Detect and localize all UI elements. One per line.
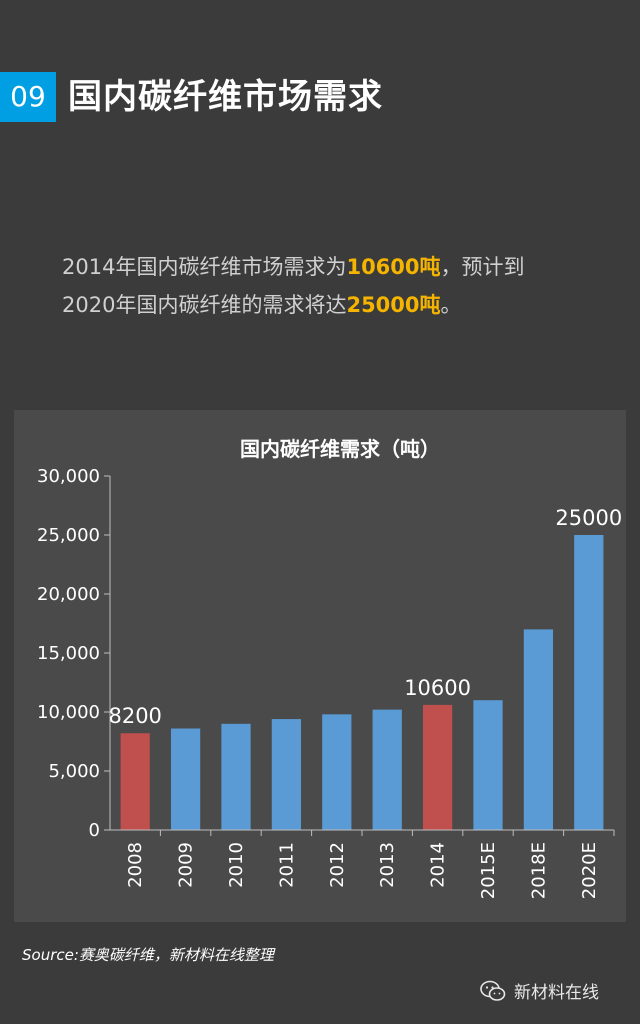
x-axis: 2008 2009 2010 2011 2012 2013 2014 2015E 2018E 20… — [110, 829, 615, 899]
bar-2013 — [372, 709, 402, 830]
chart-panel: 国内碳纤维需求（吨） 0 5,000 10,000 15,000 20,000 25,00… — [14, 410, 626, 922]
brand-name: 新材料在线 — [514, 983, 599, 1003]
x-tick-label-2012: 2012 — [327, 842, 348, 888]
intro-line-1-text-b: ，预计到 — [440, 255, 525, 279]
bar-2015E — [473, 700, 503, 830]
page-title: 国内碳纤维市场需求 — [68, 77, 383, 117]
source-note: Source:赛奥碳纤维，新材料在线整理 — [22, 946, 274, 964]
y-tick-label: 30,000 — [37, 466, 100, 487]
x-tick-label-2008: 2008 — [125, 842, 146, 888]
x-tick-label-2018E: 2018E — [528, 842, 549, 899]
intro-highlight-2020: 25000吨 — [346, 293, 441, 317]
bar-2012 — [322, 714, 352, 830]
wechat-icon — [480, 980, 506, 1001]
x-tick-label-2011: 2011 — [276, 842, 297, 888]
bar-2011 — [271, 719, 302, 830]
data-label-2014: 10600 — [404, 676, 471, 700]
intro-text: 2014年国内碳纤维市场需求为10600吨，预计到 2020年国内碳纤维的需求将… — [62, 248, 622, 324]
intro-line-1-text-a: 2014年国内碳纤维市场需求为 — [62, 255, 347, 279]
x-tick-label-2010: 2010 — [226, 842, 247, 888]
intro-line-2-text-b: 。 — [440, 293, 462, 317]
intro-highlight-2014: 10600吨 — [346, 255, 441, 279]
bar-2008 — [120, 733, 150, 830]
bars — [120, 535, 604, 830]
y-tick-label: 10,000 — [37, 702, 100, 723]
x-tick-label-2009: 2009 — [176, 842, 197, 888]
y-tick-label: 0 — [89, 820, 100, 841]
data-label-2020E: 25000 — [555, 506, 622, 530]
y-tick-label: 20,000 — [37, 584, 100, 605]
chart-title: 国内碳纤维需求（吨） — [240, 437, 440, 461]
bar-2009 — [170, 728, 201, 830]
y-tick-label: 25,000 — [37, 525, 100, 546]
data-label-2008: 8200 — [108, 704, 161, 728]
bar-2020E — [574, 535, 604, 830]
data-labels: 8200 10600 25000 — [108, 506, 622, 728]
section-number: 09 — [0, 72, 56, 122]
intro-line-2: 2020年国内碳纤维的需求将达25000吨。 — [62, 286, 622, 324]
y-tick-label: 5,000 — [48, 761, 100, 782]
x-tick-label-2020E: 2020E — [579, 842, 600, 899]
intro-line-1: 2014年国内碳纤维市场需求为10600吨，预计到 — [62, 248, 622, 286]
bar-2018E — [523, 629, 554, 830]
bar-2014 — [422, 704, 453, 830]
x-tick-label-2013: 2013 — [377, 842, 398, 888]
intro-line-2-text-a: 2020年国内碳纤维的需求将达 — [62, 293, 347, 317]
y-tick-label: 15,000 — [37, 643, 100, 664]
bar-2010 — [221, 723, 251, 830]
brand: 新材料在线 — [480, 978, 599, 1003]
x-tick-label-2014: 2014 — [428, 842, 449, 888]
y-axis: 0 5,000 10,000 15,000 20,000 25,000 30,000 — [37, 466, 111, 841]
bar-chart: 国内碳纤维需求（吨） 0 5,000 10,000 15,000 20,000 25,00… — [37, 437, 622, 899]
x-tick-label-2015E: 2015E — [478, 842, 499, 899]
